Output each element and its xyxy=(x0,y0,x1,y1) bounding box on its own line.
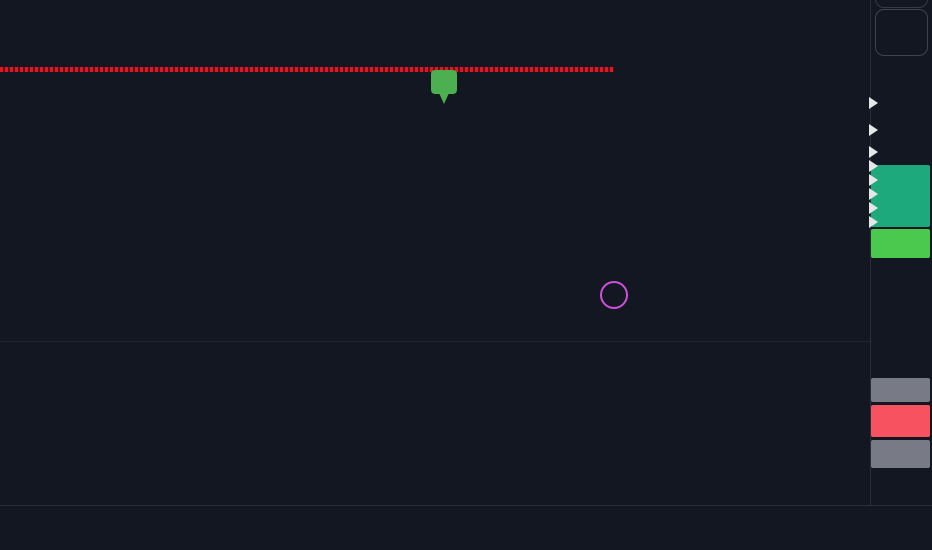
axis-arrow-icon xyxy=(869,202,878,214)
axis-arrow-icon xyxy=(869,124,878,136)
currency-toggle-button[interactable] xyxy=(875,9,928,56)
toolbar-button-partial xyxy=(875,0,928,8)
axis-arrow-icon xyxy=(869,216,878,228)
axis-arrow-icon xyxy=(869,188,878,200)
lightning-badge-icon[interactable] xyxy=(600,281,628,309)
axis-arrow-icon xyxy=(869,174,878,186)
axis-arrow-icon xyxy=(869,146,878,158)
time-axis-separator xyxy=(0,505,932,506)
pane-separator[interactable] xyxy=(0,341,870,342)
alert-price-badge xyxy=(871,229,930,258)
last-price-badge xyxy=(871,165,930,227)
axis-arrow-icon xyxy=(869,97,878,109)
axis-arrow-icon xyxy=(869,160,878,172)
hh-marker[interactable] xyxy=(431,70,457,104)
red-level-line[interactable] xyxy=(0,67,614,72)
price-axis-separator xyxy=(870,0,871,505)
macd-lower-badge xyxy=(871,440,930,468)
macd-upper-badge xyxy=(871,378,930,402)
macd-mid-badge xyxy=(871,405,930,437)
